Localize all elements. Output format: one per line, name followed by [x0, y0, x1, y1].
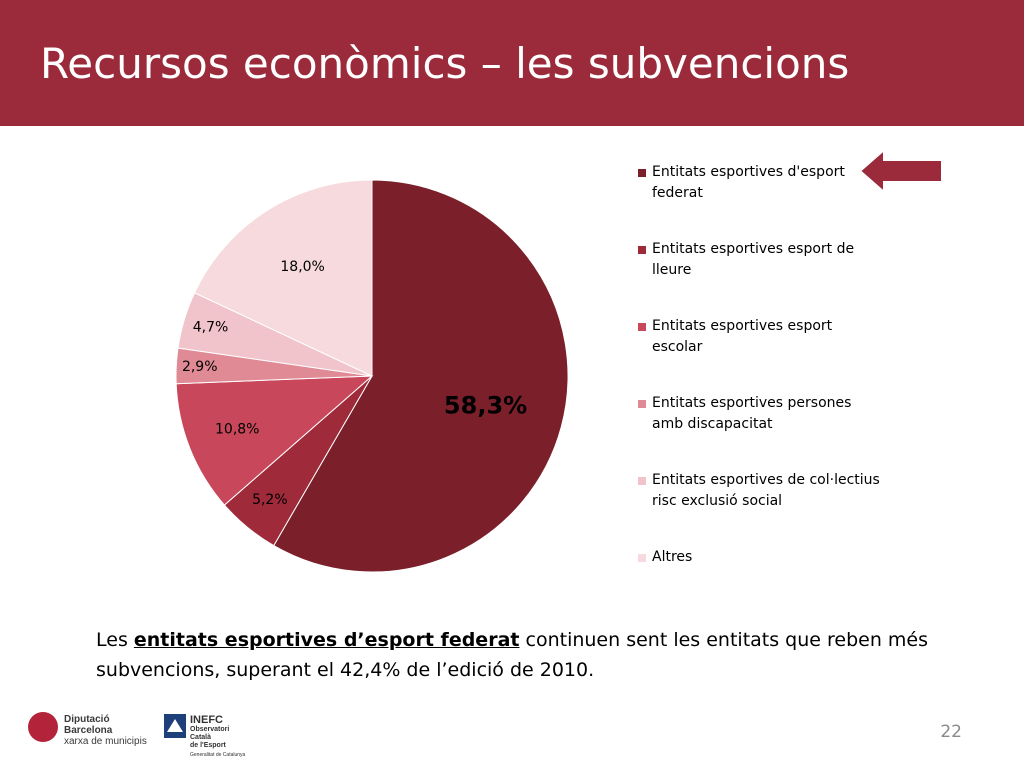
legend-swatch — [638, 246, 646, 254]
legend-swatch — [638, 477, 646, 485]
legend-item-5: Entitats esportives de col·lectius risc … — [638, 470, 882, 512]
inefc-line1: Observatori — [190, 726, 230, 733]
slice-label-6: 18,0% — [280, 259, 324, 275]
legend-label: Entitats esportives de col·lectius risc … — [652, 472, 880, 509]
inefc-line3: de l'Esport — [190, 742, 226, 749]
diputacio-emblem-icon — [28, 712, 58, 742]
legend-swatch — [638, 554, 646, 562]
legend-label: Entitats esportives esport escolar — [652, 318, 833, 355]
diputacio-barcelona-logo: Diputació Barcelona xarxa de municipis — [28, 712, 158, 756]
legend-label: Entitats esportives esport de lleure — [652, 241, 855, 278]
caption-after: continuen sent les entitats que reben mé… — [96, 629, 929, 681]
inefc-name: INEFC — [190, 714, 223, 726]
pie-slice-6 — [193, 179, 373, 377]
pie-slice-3 — [175, 375, 374, 506]
highlight-arrow-icon — [858, 148, 943, 194]
inefc-logo: INEFC Observatori Català de l'Esport Gen… — [164, 714, 264, 764]
legend-item-1: Entitats esportives d'esport federat — [638, 162, 882, 204]
legend-item-4: Entitats esportives persones amb discapa… — [638, 393, 882, 435]
legend-swatch — [638, 169, 646, 177]
caption-highlight: entitats esportives d’esport federat — [133, 629, 520, 651]
slice-label-1: 58,3% — [444, 392, 527, 420]
slice-label-2: 5,2% — [252, 492, 288, 508]
inefc-emblem-icon — [164, 714, 186, 738]
slide-title: Recursos econòmics – les subvencions — [40, 39, 850, 88]
legend-item-3: Entitats esportives esport escolar — [638, 316, 882, 358]
caption-text: Les entitats esportives d’esport federat… — [96, 625, 956, 685]
diputacio-line1: Diputació — [64, 714, 110, 725]
generalitat-text: Generalitat de Catalunya — [190, 752, 246, 758]
legend-label: Entitats esportives d'esport federat — [652, 164, 845, 201]
caption-before: Les — [96, 629, 134, 651]
slice-label-4: 2,9% — [182, 359, 218, 375]
legend-label: Entitats esportives persones amb discapa… — [652, 395, 852, 432]
pie-chart: 58,3% 5,2% 10,8% 2,9% 4,7% 18,0% — [175, 179, 569, 573]
slice-label-5: 4,7% — [193, 320, 229, 336]
title-bar: Recursos econòmics – les subvencions — [0, 0, 1024, 126]
legend-label: Altres — [652, 549, 693, 565]
legend-item-2: Entitats esportives esport de lleure — [638, 239, 882, 281]
page-number: 22 — [940, 722, 962, 742]
slice-label-3: 10,8% — [215, 422, 259, 438]
diputacio-line3: xarxa de municipis — [64, 736, 147, 747]
inefc-line2: Català — [190, 734, 212, 741]
legend-swatch — [638, 400, 646, 408]
diputacio-line2: Barcelona — [64, 725, 113, 736]
pie-slice-1 — [273, 179, 569, 573]
legend-swatch — [638, 323, 646, 331]
legend-item-6: Altres — [638, 547, 882, 568]
